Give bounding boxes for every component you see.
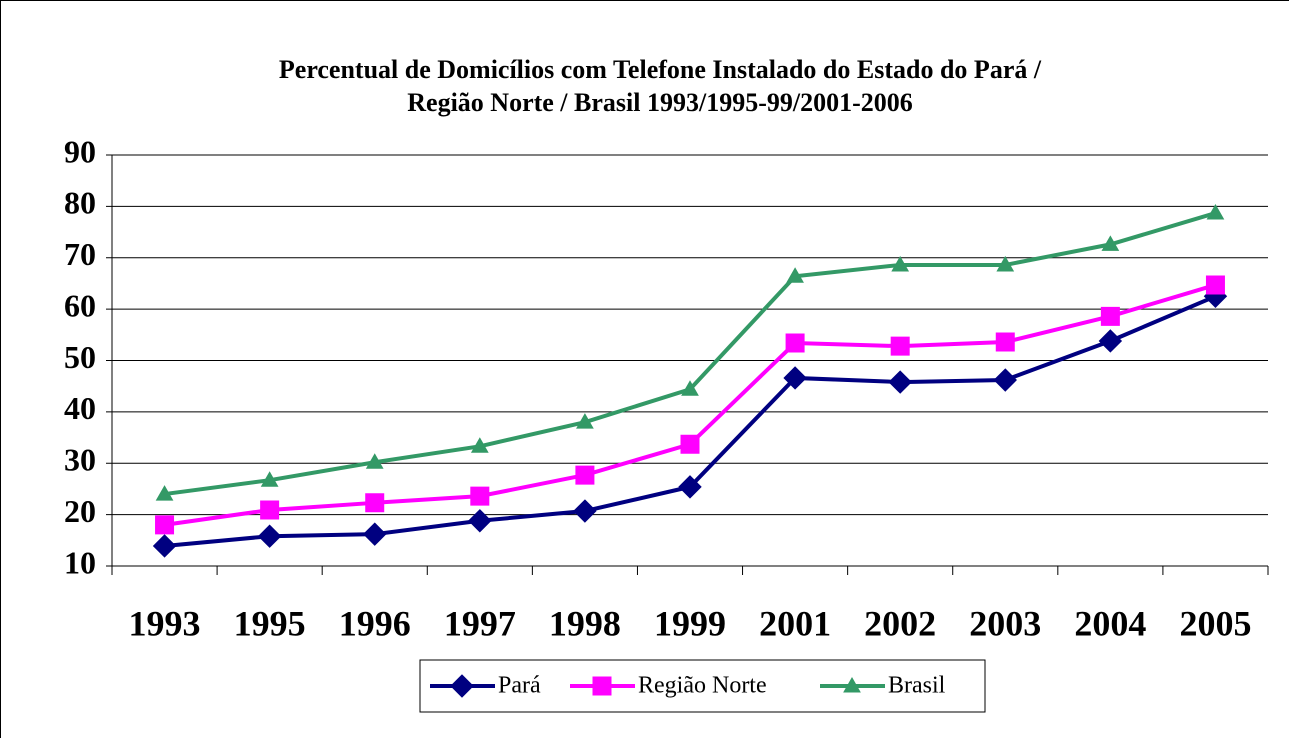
series-line [164, 294, 1217, 548]
x-tick-label: 1997 [444, 603, 516, 643]
y-tick-label: 90 [64, 133, 96, 169]
marker [680, 434, 700, 454]
marker [888, 370, 912, 394]
marker [470, 486, 490, 506]
x-tick-label: 1993 [129, 603, 201, 643]
y-tick-label: 10 [64, 544, 96, 580]
marker [786, 267, 804, 283]
legend-label: Brasil [888, 673, 946, 699]
marker [257, 524, 282, 548]
x-tick-label: 2003 [969, 603, 1041, 643]
marker [592, 676, 612, 696]
marker [365, 453, 384, 469]
marker [575, 465, 595, 485]
y-tick-label: 70 [64, 236, 96, 272]
marker [1205, 275, 1225, 295]
marker [365, 493, 385, 513]
marker [681, 380, 699, 396]
marker [891, 255, 910, 272]
marker [890, 336, 910, 356]
x-tick-label: 1995 [234, 603, 306, 643]
marker [450, 674, 474, 698]
marker [260, 500, 280, 520]
y-tick-label: 60 [64, 287, 96, 323]
marker [1206, 204, 1225, 220]
marker [783, 366, 807, 390]
marker [468, 509, 492, 533]
marker [996, 255, 1015, 272]
marker [470, 437, 489, 453]
chart-title: Região Norte / Brasil 1993/1995-99/2001-… [407, 88, 913, 117]
y-tick-label: 20 [64, 493, 96, 529]
x-tick-label: 2004 [1074, 603, 1146, 643]
marker [155, 515, 175, 535]
marker [678, 475, 702, 499]
x-tick-label: 1996 [339, 603, 411, 643]
legend-label: Região Norte [638, 673, 767, 699]
x-tick-label: 2001 [759, 603, 831, 643]
x-tick-label: 1999 [654, 603, 726, 643]
marker [1100, 306, 1120, 326]
y-tick-label: 50 [64, 339, 96, 375]
x-tick-label: 2002 [864, 603, 936, 643]
y-tick-label: 30 [64, 442, 96, 478]
marker [995, 332, 1015, 352]
marker [785, 333, 805, 353]
marker [1098, 329, 1123, 353]
legend-label: Pará [498, 673, 541, 699]
marker [260, 471, 279, 487]
marker [843, 676, 861, 693]
marker [576, 413, 594, 429]
x-tick-label: 2005 [1179, 603, 1251, 643]
marker [152, 534, 177, 558]
marker [155, 485, 174, 501]
y-tick-label: 80 [64, 185, 96, 221]
marker [1101, 235, 1120, 251]
marker [573, 499, 597, 523]
marker [363, 522, 387, 546]
legend-box [419, 659, 986, 713]
chart-title: Percentual de Domicílios com Telefone In… [279, 55, 1042, 84]
y-tick-label: 40 [64, 390, 96, 426]
x-tick-label: 1998 [549, 603, 621, 643]
marker [993, 368, 1017, 392]
